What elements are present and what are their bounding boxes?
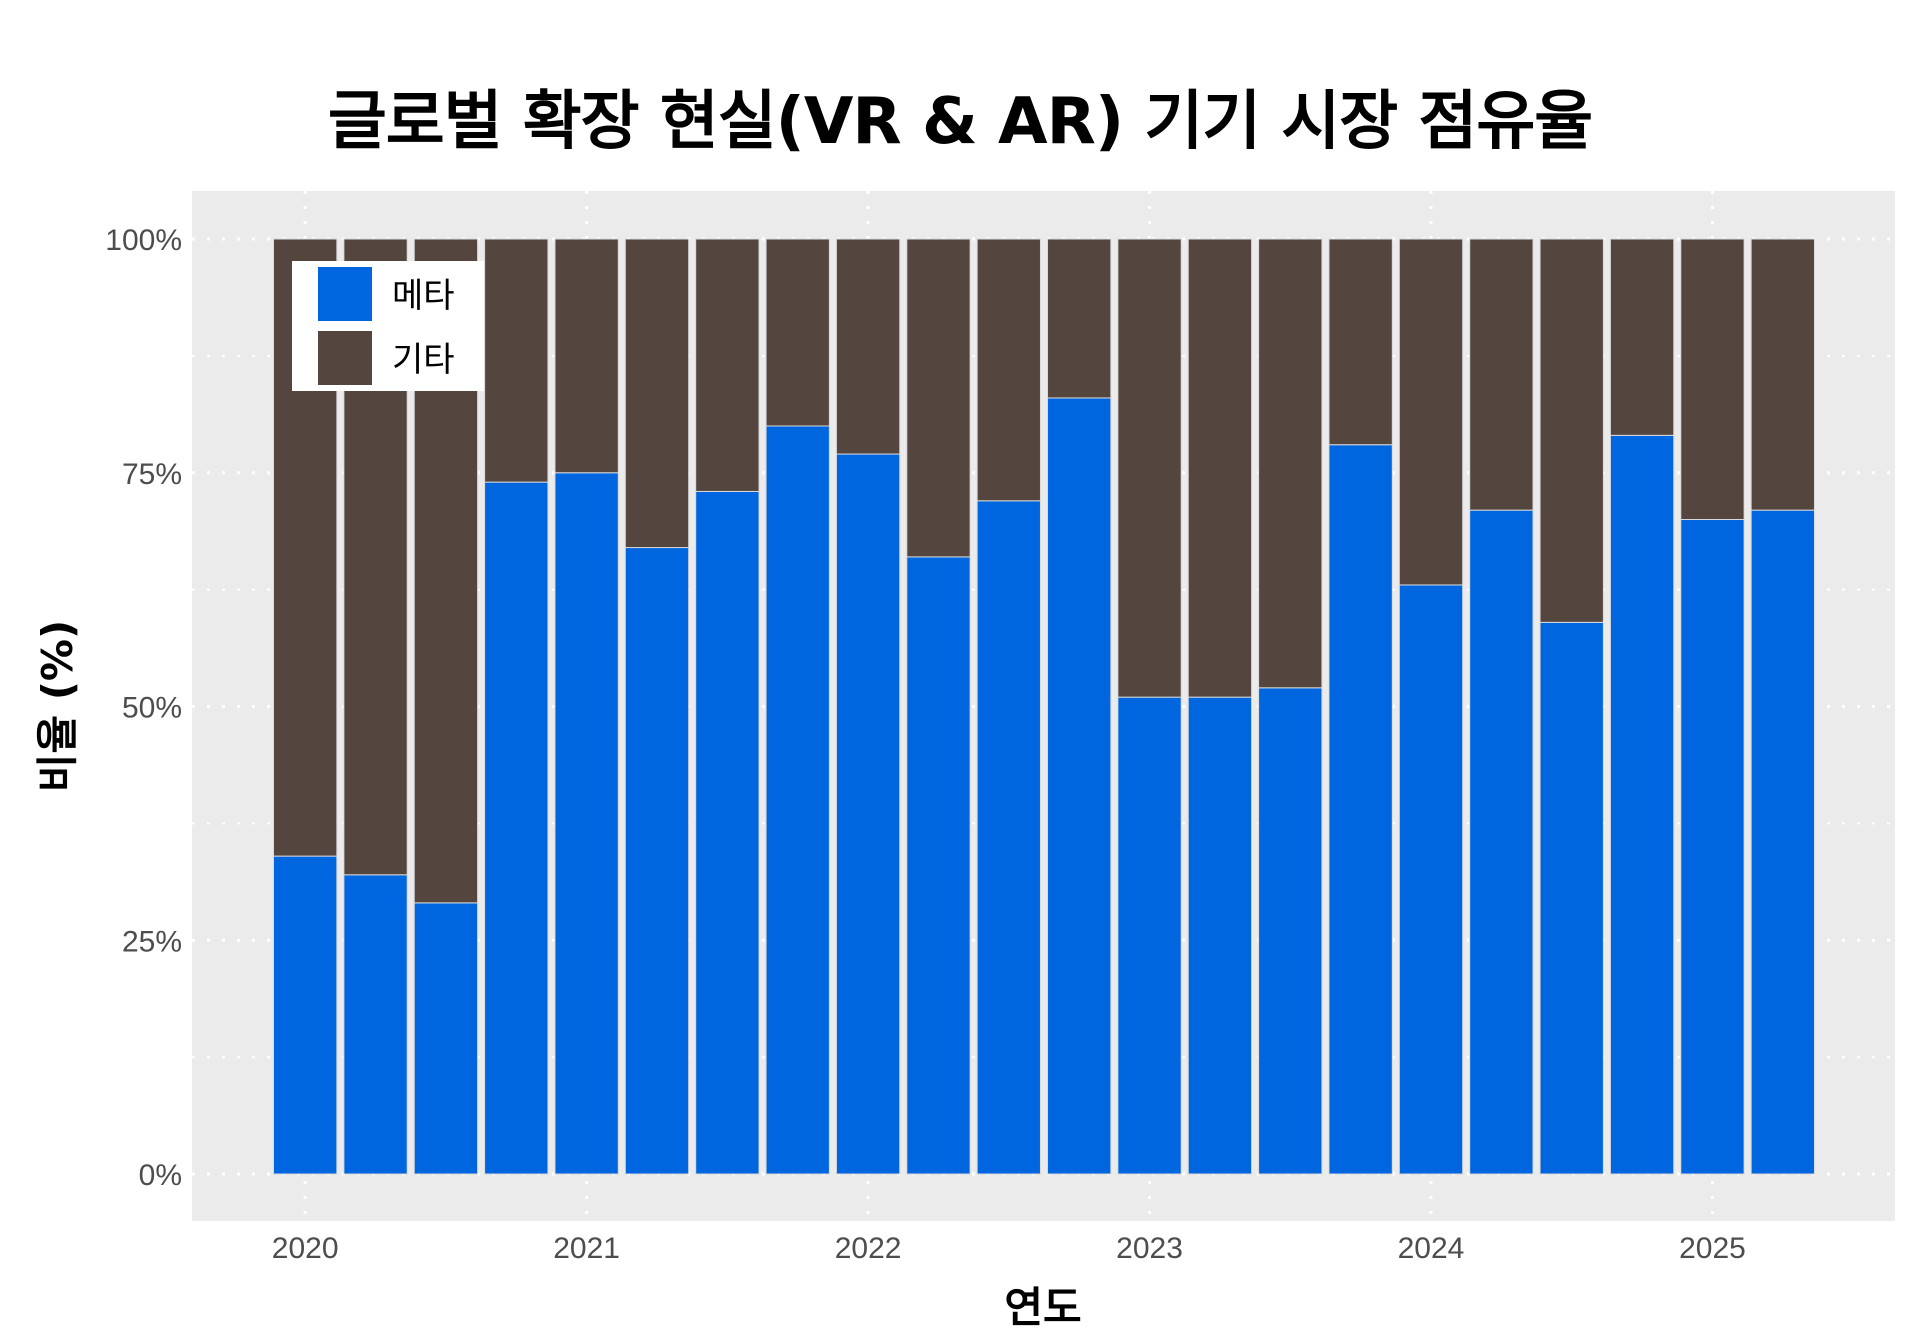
bar-other — [1047, 238, 1112, 399]
legend: 메타 기타 — [292, 261, 484, 391]
bar-meta — [835, 453, 901, 1175]
y-tick-label: 0% — [139, 1159, 182, 1192]
x-tick-label: 2020 — [272, 1232, 339, 1265]
bar-meta — [343, 874, 408, 1175]
bar-other — [1117, 238, 1182, 698]
bar-meta — [1539, 621, 1604, 1175]
bar-meta — [1750, 509, 1815, 1175]
x-tick-label: 2021 — [553, 1232, 620, 1265]
bar-other — [1469, 238, 1534, 511]
bar-other — [1187, 238, 1253, 698]
bar-meta — [1187, 696, 1253, 1175]
x-tick-label: 2024 — [1398, 1232, 1465, 1265]
bar-other — [765, 238, 830, 427]
bar-meta — [554, 472, 619, 1175]
bar-meta — [1609, 434, 1675, 1175]
bar-meta — [1469, 509, 1534, 1175]
bar-meta — [1117, 696, 1182, 1175]
y-tick-label: 25% — [122, 925, 182, 958]
bar-meta — [695, 490, 760, 1175]
bar-other — [1609, 238, 1675, 436]
legend-swatch-meta — [318, 267, 372, 321]
legend-label-meta: 메타 — [392, 276, 455, 316]
bar-meta — [906, 556, 971, 1175]
bar-other — [1258, 238, 1323, 689]
bar-meta — [1047, 397, 1112, 1175]
bar-meta — [624, 547, 690, 1175]
bar-meta — [484, 481, 549, 1175]
x-tick-label: 2022 — [835, 1232, 902, 1265]
bar-other — [906, 238, 971, 558]
bar-other — [835, 238, 901, 455]
y-tick-label: 50% — [122, 692, 182, 725]
bar-other — [695, 238, 760, 492]
bar-meta — [273, 855, 338, 1175]
bar-meta — [1398, 584, 1464, 1175]
bar-meta — [765, 425, 830, 1175]
bar-other — [554, 238, 619, 474]
chart-title: 글로벌 확장 현실(VR & AR) 기기 시장 점유율 — [327, 85, 1593, 159]
bar-other — [624, 238, 690, 549]
bar-other — [1539, 238, 1604, 623]
y-tick-label: 75% — [122, 458, 182, 491]
bar-meta — [1680, 519, 1745, 1175]
bar-other — [1398, 238, 1464, 586]
bar-other — [484, 238, 549, 483]
bar-meta — [1258, 687, 1323, 1175]
bar-meta — [976, 500, 1041, 1175]
bar-other — [1328, 238, 1393, 446]
bar-other — [1680, 238, 1745, 520]
bar-meta — [1328, 444, 1393, 1175]
y-axis-title: 비율 (%) — [33, 620, 82, 792]
legend-label-other: 기타 — [392, 340, 455, 380]
x-tick-label: 2025 — [1679, 1232, 1746, 1265]
x-axis-title: 연도 — [1004, 1283, 1081, 1329]
y-tick-label: 100% — [105, 224, 182, 257]
bar-other — [976, 238, 1041, 502]
x-tick-label: 2023 — [1116, 1232, 1183, 1265]
bar-other — [1750, 238, 1815, 511]
bar-meta — [413, 902, 479, 1175]
legend-swatch-other — [318, 331, 372, 385]
